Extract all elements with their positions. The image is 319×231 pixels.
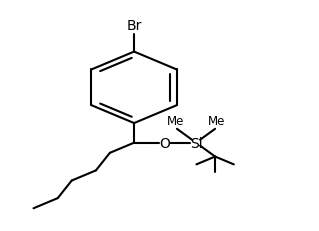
Text: Me: Me: [208, 115, 226, 128]
Text: Si: Si: [190, 136, 202, 150]
Text: Me: Me: [167, 115, 184, 128]
Text: O: O: [159, 136, 170, 150]
Text: Br: Br: [126, 19, 142, 33]
